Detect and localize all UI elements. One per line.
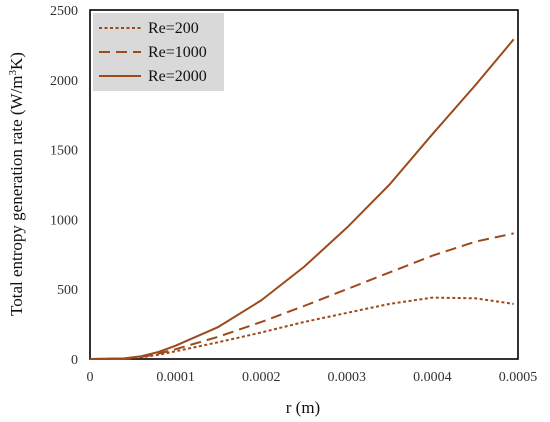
- legend-label-3: Re=2000: [148, 68, 207, 85]
- x-tick-label: 0.0002: [242, 370, 281, 385]
- y-tick-label: 1500: [50, 144, 78, 159]
- y-tick-label: 500: [57, 283, 78, 298]
- y-axis-label-superscript: 3: [7, 69, 19, 75]
- y-tick-label: 2500: [50, 4, 78, 19]
- y-axis-label-tail: K): [7, 52, 26, 70]
- y-tick-labels: 0 500 1000 1500 2000 2500: [50, 4, 78, 368]
- series-lines: [89, 38, 515, 360]
- x-tick-label: 0.0001: [156, 370, 195, 385]
- y-axis-label: Total entropy generation rate (W/m3K): [7, 52, 26, 316]
- y-tick-label: 2000: [50, 74, 78, 89]
- x-tick-labels: 0 0.0001 0.0002 0.0003 0.0004 0.0005: [87, 370, 538, 385]
- x-tick-label: 0: [87, 370, 94, 385]
- x-tick-label: 0.0005: [499, 370, 538, 385]
- legend-label-2: Re=1000: [148, 44, 207, 61]
- legend-label-1: Re=200: [148, 20, 199, 37]
- legend: Re=200 Re=1000 Re=2000: [93, 13, 224, 91]
- legend-box: [93, 13, 224, 91]
- x-axis-label: r (m): [286, 398, 320, 417]
- series-line-3: [89, 38, 515, 360]
- x-tick-label: 0.0003: [328, 370, 367, 385]
- x-tick-label: 0.0004: [413, 370, 452, 385]
- y-axis-label-main: Total entropy generation rate (W/m: [7, 75, 26, 316]
- y-tick-label: 0: [71, 353, 78, 368]
- y-tick-label: 1000: [50, 213, 78, 228]
